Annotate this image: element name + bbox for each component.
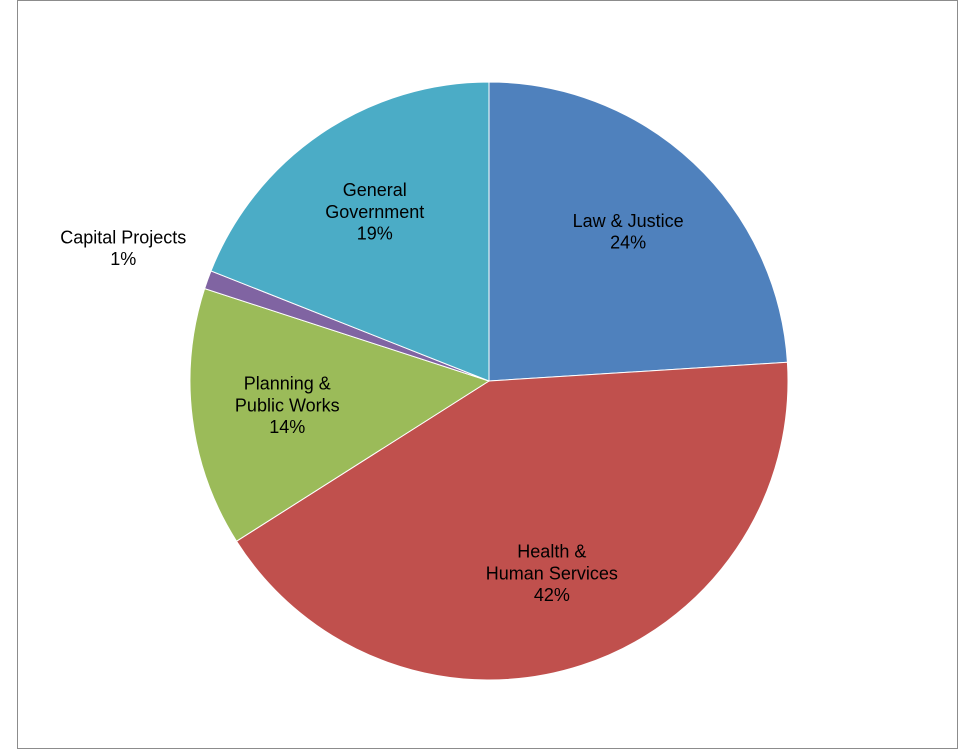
value-label: 1%	[110, 249, 136, 269]
slice-label-line: Public Works	[235, 395, 340, 415]
slice-label: Health & Human Services	[486, 541, 618, 583]
slice-label: Planning & Public Works	[235, 373, 340, 415]
pie-slice	[210, 81, 490, 382]
slice-label-line: Health &	[517, 541, 586, 561]
slice-label: Capital Projects	[60, 227, 186, 247]
value-label: 24%	[610, 233, 646, 253]
pie-slice	[189, 287, 491, 542]
pie-slice	[235, 361, 789, 681]
value-label: 14%	[269, 417, 305, 437]
slice-label-line: Capital Projects	[60, 227, 186, 247]
slice-label-line: Law & Justice	[573, 211, 684, 231]
slice-label: General Government	[325, 180, 424, 222]
pie-slice	[488, 81, 788, 382]
value-label: 19%	[357, 224, 393, 244]
value-label: 42%	[534, 585, 570, 605]
slice-label-line: Human Services	[486, 563, 618, 583]
slice-label-line: Government	[325, 202, 424, 222]
slice-label-line: Planning &	[244, 373, 331, 393]
slice-label: Law & Justice	[573, 211, 684, 231]
slice-label-line: General	[343, 180, 407, 200]
